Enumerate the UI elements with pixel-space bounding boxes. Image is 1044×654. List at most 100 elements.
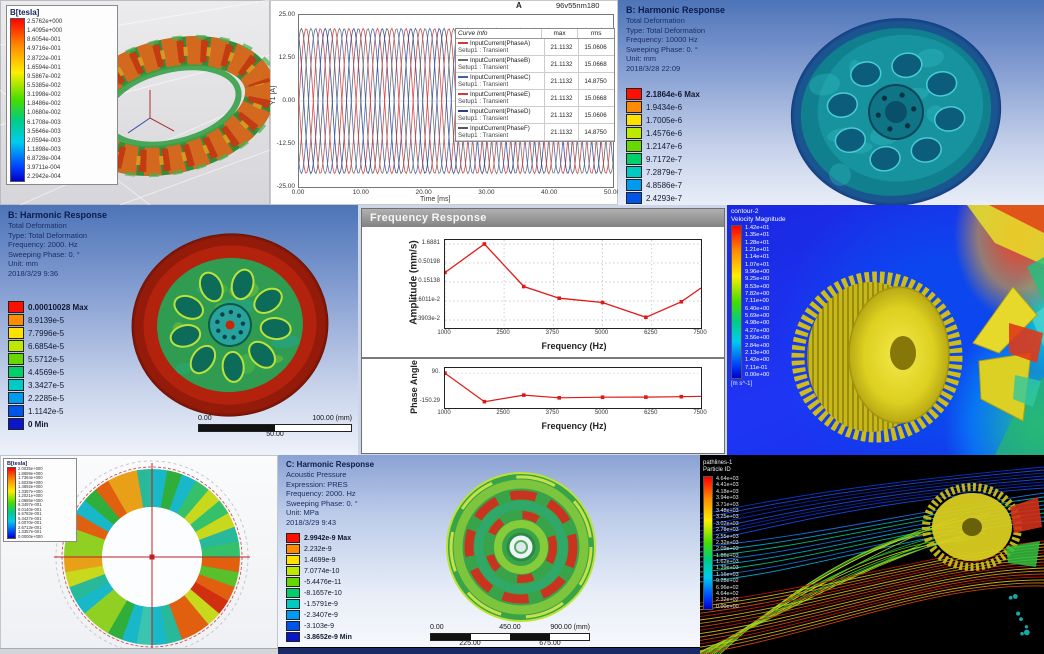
curve-name: InputCurrent(PhaseA)	[458, 40, 542, 47]
amplitude-markers	[445, 242, 684, 320]
flux-annulus	[64, 469, 240, 645]
legend-value: 7.0774e-10	[304, 567, 340, 575]
legend-value: Expression: PRES	[286, 479, 348, 489]
max-cell: 21.1132	[544, 90, 578, 106]
axis-tick-label: 90.	[431, 369, 440, 376]
legend-value: 1.28e+01	[745, 239, 770, 246]
legend-value: 3.1998e-002	[27, 92, 61, 99]
table-row: InputCurrent(PhaseB) Setup1 : Transient 21…	[456, 56, 614, 73]
legend-value: 4.98e+00	[745, 320, 770, 327]
curve-sub: Setup1 : Transient	[458, 115, 509, 122]
amplitude-line	[445, 243, 701, 318]
color-swatch	[626, 166, 642, 178]
legend-value: 2.2942e-004	[27, 174, 61, 181]
legend-value: Frequency: 2000. Hz	[8, 240, 78, 249]
axis-tick-label: 2500	[496, 330, 510, 336]
pressure-legend: 2.9942e-9 Max 2.232e-9 1.4699e-9 7.0774e-10…	[286, 533, 352, 643]
wheel-deformation-render	[790, 18, 1002, 205]
velocity-legend: contour-2 Velocity Magnitude 1.42e+01 1.3…	[731, 208, 786, 387]
table-row: InputCurrent(PhaseF) Setup1 : Transient 21…	[456, 124, 614, 141]
color-swatch	[286, 588, 300, 598]
color-swatch	[626, 114, 642, 126]
color-swatch	[626, 127, 642, 139]
table-row: InputCurrent(PhaseE) Setup1 : Transient 21…	[456, 90, 614, 107]
legend-value: 3.25e+03	[716, 514, 739, 521]
ruler-sub: 675.00	[539, 640, 561, 647]
legend-row: 6.6854e-5	[8, 340, 88, 352]
propeller-model	[972, 286, 1043, 422]
legend-values: 1.42e+01 1.35e+01 1.28e+01 1.21e+01 1.14e+01…	[745, 225, 769, 379]
color-swatch	[286, 566, 300, 576]
result-info-block: B: Harmonic Response Total Deformation Ty…	[8, 210, 107, 278]
ruler-max: 100.00 (mm)	[312, 415, 352, 422]
curve-info-table: Curve Info max rms InputCurrent(PhaseA) S…	[455, 28, 615, 142]
legend-value: 0.00e+00	[716, 603, 739, 610]
legend-row: 9.7172e-7	[626, 153, 700, 165]
window-titlebar[interactable]: Frequency Response	[362, 209, 724, 227]
legend-value: -3.8652e-9 Min	[304, 633, 352, 641]
legend-row: 2.232e-9	[286, 544, 352, 554]
legend-value: 1.4576e-6	[646, 128, 683, 138]
legend-value: 3.02e+03	[716, 520, 739, 527]
legend-value: Type: Total Deformation	[626, 25, 706, 35]
legend-value: 7.2879e-7	[646, 167, 683, 177]
color-swatch	[626, 101, 642, 113]
ruler-segment	[549, 634, 589, 640]
rms-cell: 15.0668	[578, 56, 612, 72]
legend-value: 4.27e+00	[745, 327, 770, 334]
result-info-block: C: Harmonic Response Acoustic Pressure Ex…	[286, 460, 374, 527]
rotor-field-render	[54, 460, 250, 654]
legend-value: 1.16e+03	[716, 571, 739, 578]
color-swatch	[286, 577, 300, 587]
legend-value: 6.6854e-5	[28, 341, 65, 351]
crosshair	[54, 463, 250, 651]
legend-value: 4.64e+02	[716, 591, 739, 598]
axis-tick-label: 2500	[496, 410, 510, 416]
amplitude-x-axis-label: Frequency (Hz)	[541, 341, 607, 351]
legend-row: 8.9139e-5	[8, 314, 88, 326]
table-row: InputCurrent(PhaseD) Setup1 : Transient 21…	[456, 107, 614, 124]
legend-value: 1.35e+01	[745, 232, 770, 239]
legend-value: 1.8699e+000	[18, 470, 43, 476]
color-swatch	[8, 327, 24, 339]
legend-value: 1.7005e-6	[646, 115, 683, 125]
legend-value: Frequency: 10000 Hz	[626, 35, 698, 44]
header-rms: rms	[577, 29, 614, 38]
legend-row: 2.1864e-6 Max	[626, 88, 700, 100]
window-title: Frequency Response	[370, 212, 487, 224]
color-swatch	[286, 555, 300, 565]
gear-model	[791, 271, 963, 443]
plot-caption: 96v55nm180	[556, 1, 600, 10]
header-max: max	[540, 29, 578, 38]
wheel-model	[131, 233, 329, 417]
amplitude-plot-area	[444, 239, 702, 329]
axis-tick-label: 40.00	[541, 189, 558, 196]
table-row: InputCurrent(PhaseA) Setup1 : Transient 21…	[456, 39, 614, 56]
color-swatch	[626, 88, 642, 100]
legend-value: 8.53e+00	[745, 283, 770, 290]
header-curve-info: Curve Info	[458, 30, 488, 37]
curve-name: InputCurrent(PhaseB)	[458, 57, 542, 64]
curve-color-swatch	[458, 109, 468, 112]
legend-value: 7.11e-01	[745, 364, 768, 371]
legend-value: 9.25e+00	[745, 276, 770, 283]
color-swatch	[286, 610, 300, 620]
legend-value: 2.8722e-001	[27, 55, 61, 62]
ruler-sub: 225.00	[459, 640, 481, 647]
legend-unit: [m s^-1]	[731, 381, 753, 387]
legend-value: 4.8586e-7	[646, 180, 683, 190]
axis-tick-label: 10.00	[352, 189, 369, 196]
legend-row: 1.4576e-6	[626, 127, 700, 139]
axis-tick-label: 50.00	[603, 189, 618, 196]
legend-value: 1.4095e+000	[27, 28, 63, 35]
wheel-model	[790, 18, 1002, 205]
ruler-segment	[199, 425, 275, 431]
phase-curve	[445, 371, 701, 404]
amplitude-curve	[445, 240, 701, 328]
curve-cell: InputCurrent(PhaseC) Setup1 : Transient	[456, 73, 544, 89]
gridlines	[445, 240, 701, 328]
legend-value: 3.5646e-003	[27, 128, 61, 135]
phase-plot-area	[444, 367, 702, 409]
max-cell: 21.1132	[544, 124, 578, 140]
axis-tick-label: 25.00	[278, 11, 295, 18]
